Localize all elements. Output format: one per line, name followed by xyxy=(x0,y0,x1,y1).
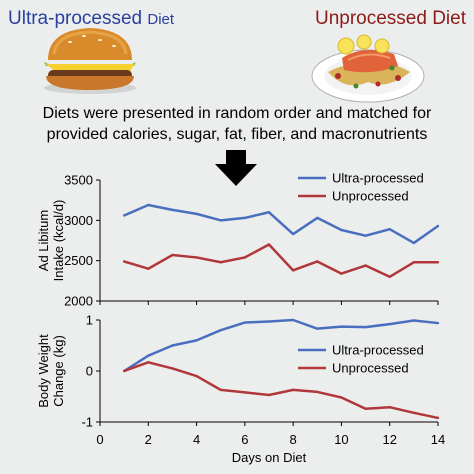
series-line-ultra-processed xyxy=(123,203,439,245)
data-point xyxy=(412,241,416,245)
data-point xyxy=(364,325,367,329)
data-point xyxy=(122,214,126,217)
data-point xyxy=(171,344,174,347)
y-axis-title: Ad LibitumIntake (kcal/d) xyxy=(36,200,66,282)
data-point xyxy=(412,411,416,415)
legend-label: Unprocessed xyxy=(332,361,409,376)
series-line-unprocessed xyxy=(123,361,439,420)
y-axis-title: Body WeightChange (kg) xyxy=(36,334,66,408)
data-point xyxy=(195,256,198,259)
series-line-ultra-processed xyxy=(123,318,439,373)
data-point xyxy=(316,260,319,263)
data-point xyxy=(195,339,198,342)
legend-label: Ultra-processed xyxy=(332,343,424,358)
data-point xyxy=(316,327,319,330)
intake-chart: 2000 2500 3000 3500 Ad LibitumIntake (kcal/d… xyxy=(36,171,440,309)
data-point xyxy=(195,212,198,216)
x-tick-label: 10 xyxy=(334,432,348,447)
data-point xyxy=(340,396,343,399)
data-point xyxy=(388,322,391,326)
unprocessed-diet-title: Unprocessed Diet xyxy=(315,8,467,29)
data-point xyxy=(171,253,174,257)
data-point xyxy=(171,367,174,370)
burger-icon xyxy=(44,28,136,94)
y-tick-label: 3000 xyxy=(64,213,93,228)
data-point xyxy=(340,325,343,328)
data-point xyxy=(267,211,271,214)
legend-label: Unprocessed xyxy=(332,189,409,204)
data-point xyxy=(364,234,367,237)
x-axis-title: Days on Diet xyxy=(232,450,307,465)
x-tick-label: 12 xyxy=(382,432,396,447)
x-tick-label: 4 xyxy=(193,432,200,447)
data-point xyxy=(267,320,271,323)
data-point xyxy=(219,388,222,392)
data-point xyxy=(243,256,247,259)
data-point xyxy=(171,208,174,212)
data-point xyxy=(147,354,150,357)
data-point xyxy=(219,261,222,264)
data-point xyxy=(147,203,150,207)
data-point xyxy=(195,374,198,378)
x-tick-label: 0 xyxy=(96,432,103,447)
data-point xyxy=(364,407,367,410)
data-point xyxy=(412,261,416,264)
series-line-unprocessed xyxy=(123,243,438,279)
data-point xyxy=(340,228,343,232)
data-point xyxy=(147,267,150,270)
data-point xyxy=(436,321,440,325)
ultra-processed-diet-title: Ultra-processed Diet xyxy=(8,8,175,29)
data-point xyxy=(436,224,440,228)
data-point xyxy=(147,361,150,364)
data-point xyxy=(122,369,126,373)
caption-line-2: provided calories, sugar, fat, fiber, an… xyxy=(47,126,428,143)
data-point xyxy=(243,321,247,324)
data-point xyxy=(243,216,247,220)
y-tick-label: 0 xyxy=(86,364,93,379)
data-point xyxy=(436,261,440,264)
y-tick-label: 1 xyxy=(86,313,93,328)
y-tick-label: 2500 xyxy=(64,253,93,268)
data-point xyxy=(291,232,295,236)
data-point xyxy=(316,390,319,394)
x-tick-label: 6 xyxy=(241,432,248,447)
data-point xyxy=(340,272,343,275)
data-point xyxy=(436,416,440,420)
salmon-plate-icon xyxy=(311,34,425,103)
data-point xyxy=(219,219,222,222)
data-point xyxy=(412,319,416,322)
data-point xyxy=(291,318,295,322)
data-point xyxy=(364,264,367,267)
data-point xyxy=(267,243,271,246)
data-point xyxy=(316,216,319,220)
data-point xyxy=(291,388,295,392)
data-point xyxy=(388,406,391,409)
data-point xyxy=(267,393,271,397)
legend-label: Ultra-processed xyxy=(332,171,424,186)
x-tick-label: 8 xyxy=(290,432,297,447)
x-tick-label: 14 xyxy=(431,432,445,447)
y-tick-label: -1 xyxy=(81,415,93,430)
caption-line-1: Diets were presented in random order and… xyxy=(43,105,432,122)
data-point xyxy=(291,269,295,272)
data-point xyxy=(388,275,391,278)
x-tick-label: 2 xyxy=(145,432,152,447)
data-point xyxy=(122,260,126,263)
data-point xyxy=(243,391,247,394)
down-arrow-icon xyxy=(215,150,257,186)
data-point xyxy=(388,228,391,231)
data-point xyxy=(219,329,222,332)
y-tick-label: 3500 xyxy=(64,173,93,188)
y-tick-label: 2000 xyxy=(64,294,93,309)
